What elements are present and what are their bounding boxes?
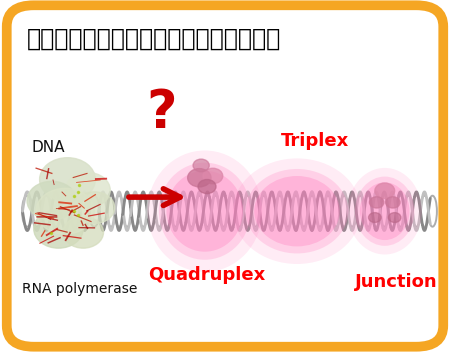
Ellipse shape: [360, 182, 410, 240]
Circle shape: [65, 172, 110, 208]
Circle shape: [203, 168, 223, 184]
Ellipse shape: [347, 168, 422, 254]
Circle shape: [193, 159, 209, 172]
Ellipse shape: [148, 151, 262, 272]
Circle shape: [74, 192, 115, 224]
Text: Triplex: Triplex: [281, 132, 349, 150]
Circle shape: [188, 169, 211, 187]
Ellipse shape: [246, 169, 348, 253]
Circle shape: [36, 188, 94, 234]
Text: RNA polymerase: RNA polymerase: [22, 282, 138, 296]
Text: Junction: Junction: [355, 272, 437, 291]
Text: ?: ?: [147, 87, 177, 139]
Ellipse shape: [233, 158, 361, 264]
Circle shape: [386, 197, 400, 208]
Text: Quadruplex: Quadruplex: [148, 265, 266, 284]
Text: 生体反応を制御する核酸構造変化の解明: 生体反応を制御する核酸構造変化の解明: [27, 27, 281, 51]
Circle shape: [375, 183, 395, 199]
Circle shape: [34, 209, 83, 248]
Circle shape: [198, 180, 216, 194]
Circle shape: [388, 213, 401, 222]
FancyBboxPatch shape: [7, 5, 443, 347]
Text: DNA: DNA: [32, 140, 65, 155]
Circle shape: [27, 181, 76, 220]
Ellipse shape: [159, 163, 251, 260]
Circle shape: [369, 197, 384, 208]
Ellipse shape: [254, 176, 340, 246]
Circle shape: [369, 213, 381, 222]
Circle shape: [63, 216, 104, 248]
Ellipse shape: [166, 171, 243, 252]
Ellipse shape: [355, 177, 414, 246]
Circle shape: [40, 158, 95, 201]
